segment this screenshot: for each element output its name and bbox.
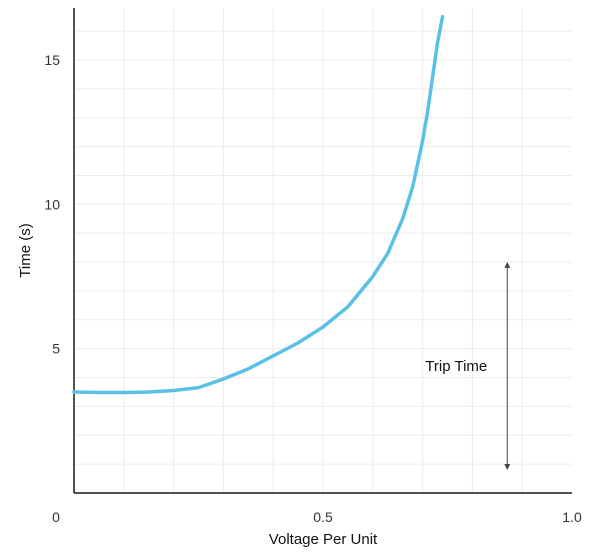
annotation-layer: Trip Time [425,261,511,471]
y-tick-label: 10 [44,196,60,212]
x-tick-label: 1.0 [562,509,582,525]
label-layer: 0 0.5 1.0 5 10 15 Voltage Per Unit Time (s) [17,52,582,548]
axis-layer [73,8,572,494]
x-axis-title: Voltage Per Unit [269,531,378,548]
y-tick-label: 5 [52,341,60,357]
series-layer [72,14,445,395]
x-tick-label: 0 [52,509,60,525]
trip-time-label: Trip Time [425,358,487,375]
grid-layer [74,8,572,493]
y-tick-label: 15 [44,52,60,68]
x-tick-label: 0.5 [313,509,333,525]
y-axis-title: Time (s) [17,223,34,277]
series-line [72,14,445,395]
